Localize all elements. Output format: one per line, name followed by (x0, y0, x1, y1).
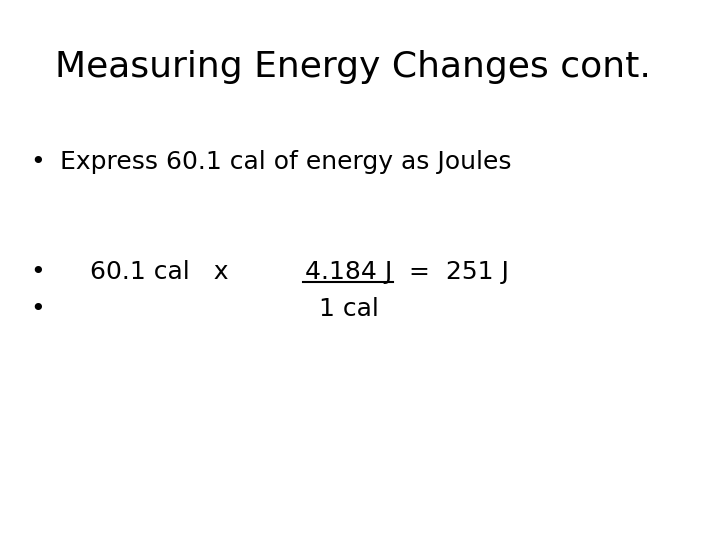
Text: •: • (30, 260, 45, 284)
Text: 4.184 J: 4.184 J (305, 260, 392, 284)
Text: •: • (30, 297, 45, 321)
Text: 1 cal: 1 cal (319, 297, 379, 321)
Text: 60.1 cal   x: 60.1 cal x (90, 260, 245, 284)
Text: =  251 J: = 251 J (393, 260, 509, 284)
Text: Express 60.1 cal of energy as Joules: Express 60.1 cal of energy as Joules (60, 150, 511, 174)
Text: •: • (30, 150, 45, 174)
Text: Measuring Energy Changes cont.: Measuring Energy Changes cont. (55, 50, 651, 84)
